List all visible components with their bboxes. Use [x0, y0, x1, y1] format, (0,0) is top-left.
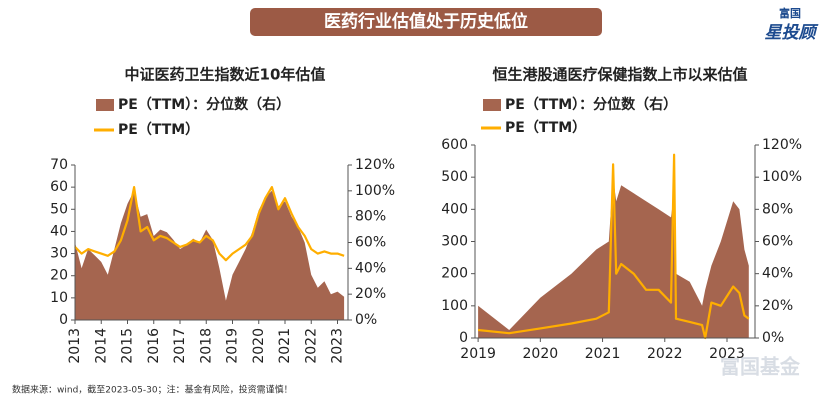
x-tick-label: 2013 [67, 328, 83, 364]
y-tick-label: 200 [441, 266, 468, 282]
x-tick-label: 2022 [303, 328, 319, 364]
y2-tick-label: 20% [355, 286, 386, 302]
page-title: 医药行业估值处于历史低位 [324, 11, 528, 32]
x-tick-label: 2022 [647, 346, 683, 362]
y-tick-label: 60 [50, 179, 68, 195]
y-tick-label: 10 [50, 290, 68, 306]
legend-label: PE（TTM）：分位数（右） [505, 96, 677, 113]
y2-tick-label: 100% [355, 183, 395, 199]
x-tick-label: 2019 [225, 328, 241, 364]
y-tick-label: 20 [50, 268, 68, 284]
chart-title: 中证医药卫生指数近10年估值 [125, 66, 326, 84]
x-tick-label: 2017 [172, 328, 188, 364]
x-tick-label: 2023 [330, 328, 346, 364]
y2-tick-label: 60% [762, 234, 793, 250]
y2-tick-label: 0% [762, 330, 784, 346]
y-tick-label: 50 [50, 201, 68, 217]
y2-tick-label: 80% [762, 201, 793, 217]
x-tick-label: 2015 [120, 328, 136, 364]
watermark: 富国基金 [720, 355, 801, 379]
x-tick-label: 2020 [251, 328, 267, 364]
x-tick-label: 2020 [523, 346, 559, 362]
y2-tick-label: 120% [762, 137, 802, 153]
y2-tick-label: 0% [355, 312, 377, 328]
title-banner [250, 8, 602, 36]
y-tick-label: 500 [441, 169, 468, 185]
y-tick-label: 40 [50, 223, 68, 239]
legend-label: PE（TTM） [505, 120, 586, 136]
y2-tick-label: 20% [762, 298, 793, 314]
y2-tick-label: 40% [355, 260, 386, 276]
chart-title: 恒生港股通医疗保健指数上市以来估值 [492, 66, 747, 84]
footnote: 数据来源：wind，截至2023-05-30；注：基金有风险，投资需谨慎！ [12, 384, 293, 396]
area-series [75, 190, 345, 320]
y2-tick-label: 60% [355, 235, 386, 251]
legend-label: PE（TTM）：分位数（右） [118, 96, 290, 113]
x-tick-label: 2019 [460, 346, 496, 362]
x-tick-label: 2014 [93, 328, 109, 364]
area-series [478, 177, 749, 338]
y-tick-label: 0 [59, 312, 68, 328]
y2-tick-label: 100% [762, 169, 802, 185]
x-tick-label: 2021 [585, 346, 621, 362]
y2-tick-label: 80% [355, 209, 386, 225]
x-tick-label: 2018 [198, 328, 214, 364]
y-tick-label: 600 [441, 137, 468, 153]
x-tick-label: 2023 [709, 346, 745, 362]
line-series [477, 153, 750, 340]
logo-top: 富国 [779, 6, 801, 20]
legend-swatch [96, 99, 114, 111]
y-tick-label: 70 [50, 157, 68, 173]
legend-swatch [483, 99, 501, 111]
y2-tick-label: 40% [762, 266, 793, 282]
y-tick-label: 0 [459, 330, 468, 346]
x-tick-label: 2016 [146, 328, 162, 364]
y-tick-label: 300 [441, 234, 468, 250]
line-series [74, 186, 345, 262]
y-tick-label: 100 [441, 298, 468, 314]
legend-label: PE（TTM） [118, 122, 199, 138]
y-tick-label: 30 [50, 246, 68, 262]
y-tick-label: 400 [441, 201, 468, 217]
logo-main: 星投顾 [765, 23, 819, 43]
x-tick-label: 2021 [277, 328, 293, 364]
y2-tick-label: 120% [355, 157, 395, 173]
